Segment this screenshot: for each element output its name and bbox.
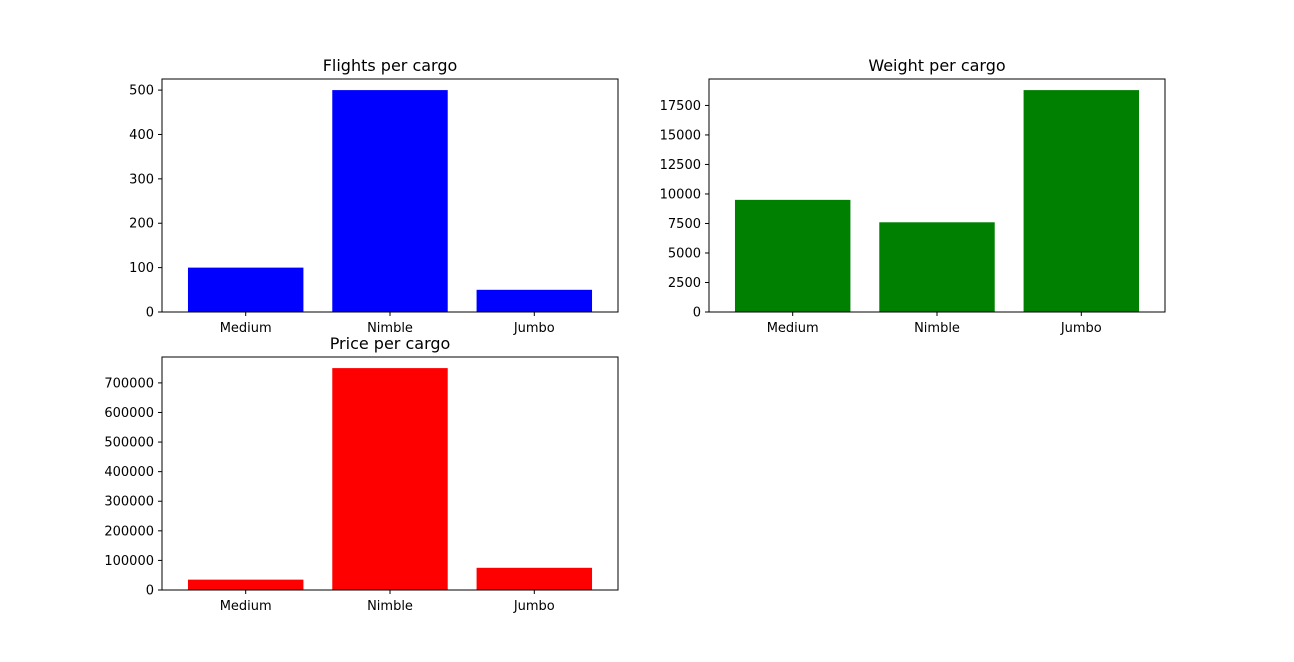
bar-jumbo — [476, 567, 593, 590]
bar-medium — [187, 579, 304, 590]
y-tick-label: 300 — [129, 172, 154, 187]
y-tick-label: 0 — [146, 584, 154, 599]
bar-medium — [734, 199, 851, 312]
y-tick-label: 2500 — [668, 276, 701, 291]
y-tick-label: 10000 — [660, 187, 701, 202]
bar-nimble — [332, 368, 448, 590]
y-tick-label: 0 — [693, 306, 701, 321]
y-tick-label: 12500 — [660, 158, 701, 173]
x-tick-label: Nimble — [367, 599, 413, 614]
chart-title: Weight per cargo — [868, 56, 1005, 75]
chart-title: Price per cargo — [330, 334, 451, 353]
y-tick-label: 400 — [129, 128, 154, 143]
y-tick-label: 400000 — [104, 465, 154, 480]
bar-nimble — [879, 222, 995, 312]
y-tick-label: 600000 — [104, 406, 154, 421]
y-tick-label: 500000 — [104, 436, 154, 451]
bar-jumbo — [1023, 90, 1140, 312]
y-tick-label: 17500 — [660, 99, 701, 114]
y-tick-label: 7500 — [668, 217, 701, 232]
y-tick-label: 0 — [146, 306, 154, 321]
chart-title: Flights per cargo — [323, 56, 458, 75]
y-tick-label: 700000 — [104, 376, 154, 391]
y-tick-label: 100 — [129, 261, 154, 276]
subplot-2: 0 2500 5000 7500 10000 12500 15000 17500 Medium N… — [660, 56, 1166, 336]
subplot-3: 0 100000 200000 300000 400000 500000 600000 700… — [104, 334, 619, 614]
bar-nimble — [332, 90, 448, 312]
x-tick-label: Medium — [767, 321, 819, 336]
y-tick-label: 100000 — [104, 554, 154, 569]
x-tick-label: Medium — [220, 321, 272, 336]
y-tick-label: 5000 — [668, 246, 701, 261]
bar-jumbo — [476, 289, 593, 312]
y-tick-label: 200000 — [104, 524, 154, 539]
x-tick-label: Jumbo — [513, 321, 555, 336]
bar-medium — [187, 267, 304, 312]
y-tick-label: 300000 — [104, 495, 154, 510]
y-tick-label: 15000 — [660, 128, 701, 143]
x-tick-label: Jumbo — [513, 599, 555, 614]
y-tick-label: 200 — [129, 217, 154, 232]
subplot-1: 0 100 200 300 400 500 Medium Nimble Jumbo Flights… — [129, 56, 619, 336]
x-tick-label: Nimble — [914, 321, 960, 336]
x-tick-label: Medium — [220, 599, 272, 614]
x-tick-label: Jumbo — [1060, 321, 1102, 336]
y-tick-label: 500 — [129, 84, 154, 99]
x-tick-label: Nimble — [367, 321, 413, 336]
